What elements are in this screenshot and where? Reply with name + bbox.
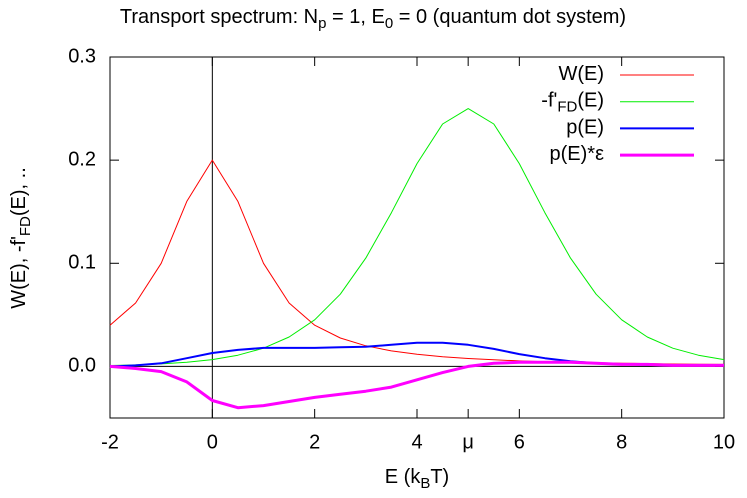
chart-title: Transport spectrum: Np = 1, E0 = 0 (quan… xyxy=(120,6,626,32)
text-part: (E), .. xyxy=(8,167,30,216)
legend-label: p(E)*ε xyxy=(550,143,605,165)
subscript: B xyxy=(420,475,430,492)
text-part: p(E)*ε xyxy=(550,143,605,165)
text-part: W(E), -f' xyxy=(8,236,30,309)
text-part: -f' xyxy=(541,90,557,112)
text-part: p(E) xyxy=(566,117,604,139)
y-axis-label: W(E), -f'FD(E), .. xyxy=(8,167,34,309)
text-part: = 1, E xyxy=(326,6,384,28)
subscript: p xyxy=(318,15,326,32)
x-tick-label: μ xyxy=(462,431,474,453)
series-line xyxy=(109,159,725,365)
x-tick-label: 10 xyxy=(713,431,735,453)
text-part: W(E) xyxy=(558,63,604,85)
subscript: FD xyxy=(17,216,34,236)
legend-label: -f'FD(E) xyxy=(541,90,604,116)
series-line xyxy=(109,360,724,410)
x-tick-label: 8 xyxy=(616,431,627,453)
y-tick-label: 0.1 xyxy=(68,252,96,274)
y-tick-label: 0.0 xyxy=(68,355,96,377)
y-tick-label: 0.2 xyxy=(68,148,96,170)
x-tick-label: 4 xyxy=(411,431,422,453)
x-tick-label: 6 xyxy=(514,431,525,453)
x-axis-label: E (kBT) xyxy=(385,466,449,492)
y-tick-label: 0.3 xyxy=(68,45,96,67)
text-part: = 0 (quantum dot system) xyxy=(393,6,626,28)
subscript: FD xyxy=(557,99,577,116)
text-part: T) xyxy=(430,466,449,488)
x-tick-label: 2 xyxy=(309,431,320,453)
series-line xyxy=(109,108,725,366)
x-tick-label: 0 xyxy=(207,431,218,453)
x-tick-label: -2 xyxy=(101,431,119,453)
legend-label: p(E) xyxy=(566,117,604,139)
legend-label: W(E) xyxy=(558,63,604,85)
text-part: Transport spectrum: N xyxy=(120,6,318,28)
text-part: (E) xyxy=(577,90,604,112)
text-part: E (k xyxy=(385,466,422,488)
subscript: 0 xyxy=(385,15,393,32)
